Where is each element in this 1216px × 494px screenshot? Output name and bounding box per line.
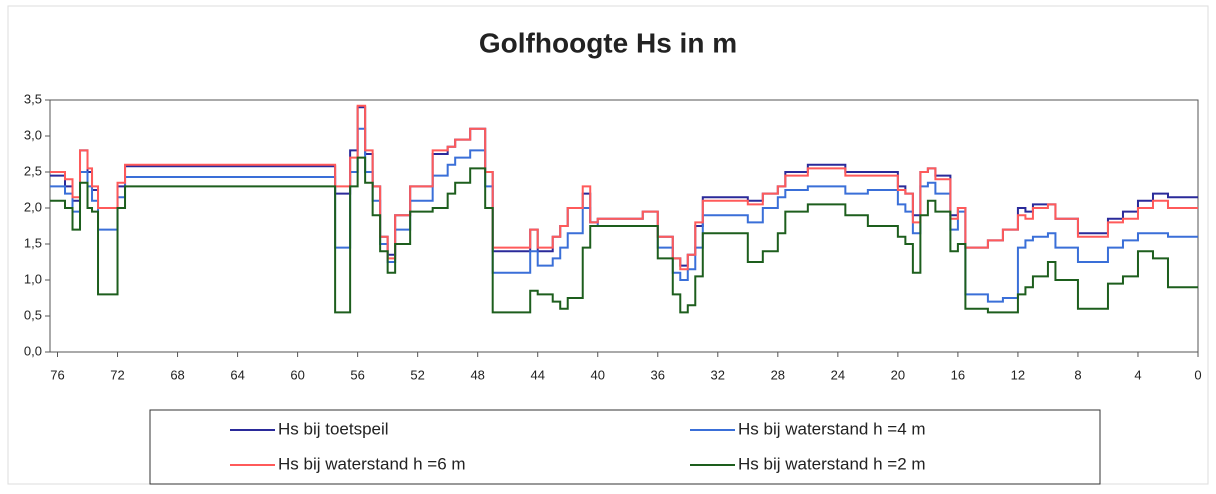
x-tick-label: 68	[170, 367, 184, 382]
x-tick-label: 52	[410, 367, 424, 382]
x-tick-label: 4	[1134, 367, 1141, 382]
x-tick-label: 0	[1194, 367, 1201, 382]
x-tick-label: 60	[290, 367, 304, 382]
x-tick-label: 72	[110, 367, 124, 382]
y-tick-label: 0,0	[24, 343, 42, 358]
series-line	[50, 156, 1198, 314]
x-tick-label: 56	[350, 367, 364, 382]
frame	[7, 5, 1209, 485]
legend-label: Hs bij waterstand h =2 m	[738, 454, 926, 473]
y-tick-label: 1,5	[24, 235, 42, 250]
y-tick-label: 2,5	[24, 163, 42, 178]
y-tick-label: 0,5	[24, 307, 42, 322]
x-tick-label: 76	[50, 367, 64, 382]
x-tick-label: 48	[470, 367, 484, 382]
x-tick-label: 20	[891, 367, 905, 382]
x-tick-label: 12	[1011, 367, 1025, 382]
x-tick-label: 28	[771, 367, 785, 382]
x-tick-label: 32	[711, 367, 725, 382]
x-tick-label: 44	[530, 367, 544, 382]
plot-area	[49, 99, 1199, 353]
legend-label: Hs bij waterstand h =6 m	[278, 454, 466, 473]
x-tick-label: 64	[230, 367, 244, 382]
x-tick-label: 16	[951, 367, 965, 382]
legend-label: Hs bij waterstand h =4 m	[738, 419, 926, 438]
y-tick-label: 1,0	[24, 271, 42, 286]
y-tick-label: 2,0	[24, 199, 42, 214]
chart-title: Golfhoogte Hs in m	[479, 27, 737, 58]
y-tick-label: 3,0	[24, 127, 42, 142]
x-tick-label: 40	[591, 367, 605, 382]
legend	[149, 409, 1101, 485]
x-tick-label: 36	[651, 367, 665, 382]
series-line	[50, 104, 1198, 271]
x-tick-label: 24	[831, 367, 845, 382]
legend-label: Hs bij toetspeil	[278, 419, 389, 438]
y-tick-label: 3,5	[24, 91, 42, 106]
x-tick-label: 8	[1074, 367, 1081, 382]
